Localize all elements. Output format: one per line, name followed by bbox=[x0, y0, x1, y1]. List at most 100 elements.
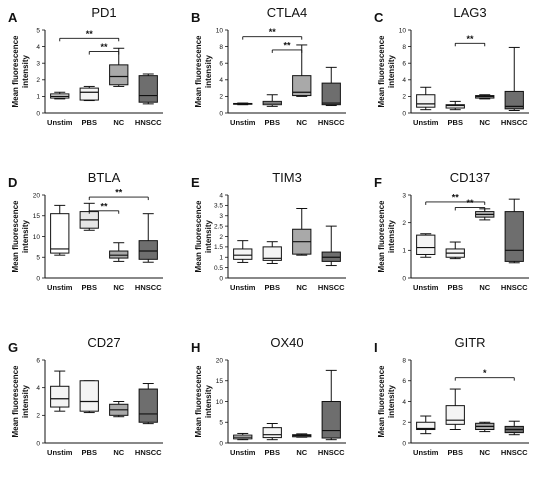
panel-letter: A bbox=[8, 10, 18, 25]
y-tick-label: 4 bbox=[402, 399, 406, 406]
panel-letter: G bbox=[8, 340, 18, 355]
y-axis-label-line: Mean fluorescence bbox=[377, 35, 386, 108]
x-category-label: PBS bbox=[82, 283, 97, 292]
y-tick-label: 6 bbox=[402, 378, 406, 385]
box-iqr bbox=[138, 388, 158, 423]
x-category-label: NC bbox=[479, 283, 490, 292]
y-tick-label: 1 bbox=[36, 94, 40, 101]
panel-letter: C bbox=[374, 10, 384, 25]
x-category-label: PBS bbox=[448, 448, 463, 457]
box-iqr bbox=[262, 246, 282, 261]
panel-title: BTLA bbox=[88, 170, 121, 185]
panel-f: F CD137 Mean fluorescenceintensity 0 1 2 3 Unst… bbox=[374, 170, 529, 292]
box-iqr bbox=[262, 427, 282, 439]
significance-label: ** bbox=[452, 192, 460, 202]
y-axis-label-line: Mean fluorescence bbox=[11, 365, 20, 438]
y-tick-label: 2 bbox=[402, 420, 406, 427]
y-axis-label: Mean fluorescenceintensity bbox=[377, 365, 396, 438]
y-tick-label: 4 bbox=[219, 77, 223, 84]
x-category-label: NC bbox=[479, 118, 490, 127]
box-iqr bbox=[416, 234, 436, 255]
panel-a: A PD1 Mean fluorescenceintensity 0 1 2 3 4 5 Unst… bbox=[8, 5, 163, 127]
y-tick-label: 0 bbox=[36, 110, 40, 117]
y-axis-label-line: Mean fluorescence bbox=[377, 200, 386, 273]
y-tick-label: 8 bbox=[402, 357, 406, 364]
y-tick-label: 2 bbox=[402, 94, 406, 101]
y-tick-label: 0 bbox=[219, 110, 223, 117]
x-category-label: HNSCC bbox=[501, 448, 528, 457]
x-category-label: NC bbox=[296, 118, 307, 127]
panel-e: E TIM3 Mean fluorescenceintensity 0 0.5 1 1.5 2… bbox=[191, 170, 346, 292]
box-iqr bbox=[79, 380, 99, 412]
panel-b: B CTLA4 Mean fluorescenceintensity 0 2 4 6 8 10 U… bbox=[191, 5, 346, 127]
y-tick-label: 3 bbox=[36, 61, 40, 68]
y-tick-label: 4 bbox=[36, 44, 40, 51]
y-tick-label: 6 bbox=[402, 61, 406, 68]
y-tick-label: 4 bbox=[36, 385, 40, 392]
y-axis-label-line: intensity bbox=[387, 220, 396, 253]
x-category-label: NC bbox=[113, 448, 124, 457]
box-iqr bbox=[233, 248, 253, 260]
box-iqr bbox=[504, 90, 524, 110]
y-axis-label-line: Mean fluorescence bbox=[11, 200, 20, 273]
panel-title: PD1 bbox=[91, 5, 116, 20]
y-tick-label: 4 bbox=[402, 77, 406, 84]
x-category-label: HNSCC bbox=[318, 283, 345, 292]
panel-g: G CD27 Mean fluorescenceintensity 0 2 4 6 Unsti… bbox=[8, 335, 163, 457]
y-tick-label: 0 bbox=[402, 440, 406, 447]
significance-label: ** bbox=[269, 27, 277, 37]
x-category-label: Unstim bbox=[230, 283, 256, 292]
box-iqr bbox=[50, 385, 70, 408]
x-category-label: NC bbox=[113, 283, 124, 292]
panel-title: LAG3 bbox=[453, 5, 486, 20]
x-category-label: NC bbox=[479, 448, 490, 457]
x-category-label: PBS bbox=[82, 118, 97, 127]
y-tick-label: 0.5 bbox=[214, 265, 223, 272]
y-tick-label: 15 bbox=[216, 378, 224, 385]
x-category-label: PBS bbox=[265, 448, 280, 457]
panel-i: I GITR Mean fluorescenceintensity 0 2 4 6 8 Unst… bbox=[374, 335, 529, 457]
y-axis-label-line: intensity bbox=[387, 55, 396, 88]
panel-title: CD27 bbox=[87, 335, 120, 350]
y-tick-label: 8 bbox=[402, 44, 406, 51]
y-tick-label: 3 bbox=[402, 192, 406, 199]
y-tick-label: 2 bbox=[219, 94, 223, 101]
y-tick-label: 6 bbox=[36, 357, 40, 364]
y-tick-label: 5 bbox=[36, 255, 40, 262]
y-axis-label: Mean fluorescenceintensity bbox=[11, 35, 30, 108]
y-axis-label-line: intensity bbox=[387, 385, 396, 418]
y-tick-label: 2 bbox=[219, 234, 223, 241]
y-tick-label: 2 bbox=[36, 413, 40, 420]
x-category-label: PBS bbox=[448, 118, 463, 127]
y-axis-label: Mean fluorescenceintensity bbox=[194, 35, 213, 108]
panel-letter: H bbox=[191, 340, 200, 355]
y-tick-label: 0 bbox=[402, 275, 406, 282]
y-tick-label: 0 bbox=[36, 275, 40, 282]
y-tick-label: 0 bbox=[219, 275, 223, 282]
y-tick-label: 1 bbox=[219, 255, 223, 262]
y-axis-label-line: intensity bbox=[21, 385, 30, 418]
y-tick-label: 20 bbox=[216, 357, 224, 364]
box-iqr bbox=[321, 82, 341, 106]
significance-label: ** bbox=[100, 201, 108, 211]
y-tick-label: 5 bbox=[36, 27, 40, 34]
y-tick-label: 10 bbox=[33, 234, 41, 241]
y-axis-label: Mean fluorescenceintensity bbox=[11, 200, 30, 273]
panel-title: CTLA4 bbox=[267, 5, 307, 20]
significance-label: ** bbox=[466, 34, 474, 44]
significance-label: ** bbox=[100, 42, 108, 52]
y-axis-label-line: Mean fluorescence bbox=[194, 365, 203, 438]
significance-label: ** bbox=[283, 40, 291, 50]
x-category-label: NC bbox=[296, 283, 307, 292]
box-iqr bbox=[445, 405, 465, 425]
box-iqr bbox=[321, 401, 341, 439]
y-axis-label-line: Mean fluorescence bbox=[194, 35, 203, 108]
box-iqr bbox=[138, 75, 158, 103]
y-tick-label: 10 bbox=[216, 399, 224, 406]
x-category-label: HNSCC bbox=[135, 448, 162, 457]
panel-d: D BTLA Mean fluorescenceintensity 0 5 10 15 20 U… bbox=[8, 170, 163, 292]
x-category-label: Unstim bbox=[230, 118, 256, 127]
panel-letter: I bbox=[374, 340, 378, 355]
